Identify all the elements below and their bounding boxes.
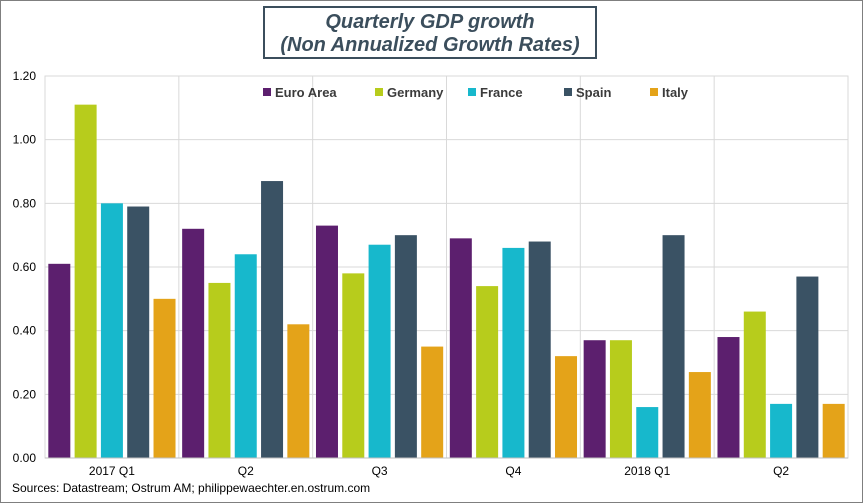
bar bbox=[636, 407, 659, 458]
bar bbox=[609, 340, 632, 458]
y-tick-label: 1.20 bbox=[13, 69, 37, 83]
chart-title-box: Quarterly GDP growth (Non Annualized Gro… bbox=[263, 6, 597, 59]
bar bbox=[182, 228, 205, 458]
legend-swatch bbox=[468, 88, 476, 96]
legend-label: Spain bbox=[576, 85, 611, 100]
source-note: Sources: Datastream; Ostrum AM; philippe… bbox=[12, 481, 371, 495]
bar bbox=[502, 247, 525, 458]
y-tick-label: 0.60 bbox=[13, 260, 37, 274]
bar bbox=[127, 206, 150, 458]
bar bbox=[688, 372, 711, 458]
chart-subtitle: (Non Annualized Growth Rates) bbox=[280, 34, 580, 56]
x-tick-label: Q3 bbox=[372, 464, 388, 478]
legend-swatch bbox=[375, 88, 383, 96]
bar bbox=[74, 104, 97, 459]
y-tick-label: 1.00 bbox=[13, 133, 37, 147]
bar bbox=[234, 254, 257, 458]
bar bbox=[287, 324, 310, 458]
legend-label: Euro Area bbox=[275, 85, 337, 100]
bar bbox=[315, 225, 338, 458]
bar bbox=[368, 244, 391, 458]
bar bbox=[394, 235, 417, 458]
legend-label: France bbox=[480, 85, 523, 100]
x-tick-label: Q2 bbox=[773, 464, 789, 478]
legend-label: Germany bbox=[387, 85, 444, 100]
x-tick-label: Q4 bbox=[505, 464, 521, 478]
bar bbox=[476, 286, 499, 458]
bar bbox=[662, 235, 685, 458]
y-tick-label: 0.80 bbox=[13, 196, 37, 210]
bar bbox=[770, 403, 793, 458]
bar bbox=[528, 241, 551, 458]
bar bbox=[583, 340, 606, 458]
legend-label: Italy bbox=[662, 85, 689, 100]
bar bbox=[100, 203, 123, 458]
bar bbox=[717, 337, 740, 458]
bar bbox=[153, 298, 176, 458]
chart-title: Quarterly GDP growth bbox=[325, 11, 535, 33]
bar bbox=[822, 403, 845, 458]
x-tick-label: Q2 bbox=[238, 464, 254, 478]
bar bbox=[796, 276, 819, 458]
bar bbox=[449, 238, 472, 458]
y-tick-label: 0.20 bbox=[13, 387, 37, 401]
bar bbox=[48, 263, 71, 458]
bar bbox=[261, 181, 284, 459]
bar bbox=[342, 273, 365, 458]
bar bbox=[208, 282, 231, 458]
y-tick-label: 0.00 bbox=[13, 451, 37, 465]
legend-swatch bbox=[650, 88, 658, 96]
bar bbox=[743, 311, 766, 458]
x-tick-label: 2018 Q1 bbox=[624, 464, 670, 478]
x-tick-label: 2017 Q1 bbox=[89, 464, 135, 478]
bar bbox=[555, 356, 578, 458]
y-tick-label: 0.40 bbox=[13, 324, 37, 338]
bar bbox=[421, 346, 444, 458]
legend-swatch bbox=[263, 88, 271, 96]
legend-swatch bbox=[564, 88, 572, 96]
